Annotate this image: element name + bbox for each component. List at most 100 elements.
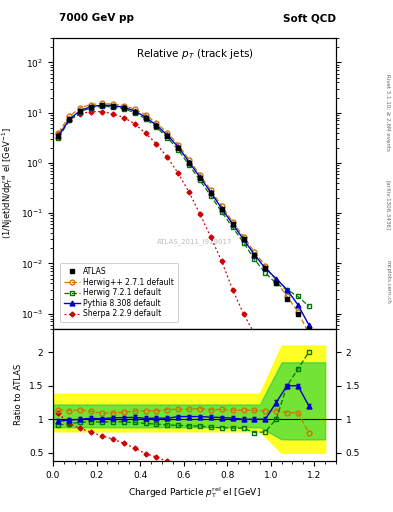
Herwig++ 2.7.1 default xyxy=(132,106,137,112)
Pythia 8.308 default xyxy=(67,116,72,122)
Sherpa 2.2.9 default xyxy=(132,121,137,127)
Text: Relative $p_{T}$ (track jets): Relative $p_{T}$ (track jets) xyxy=(136,47,253,61)
Pythia 8.308 default xyxy=(285,287,289,293)
Text: Soft QCD: Soft QCD xyxy=(283,13,336,23)
Herwig++ 2.7.1 default xyxy=(241,233,246,240)
Herwig++ 2.7.1 default xyxy=(307,331,311,337)
Herwig 7.2.1 default xyxy=(263,270,268,276)
Text: 7000 GeV pp: 7000 GeV pp xyxy=(59,13,134,23)
Herwig++ 2.7.1 default xyxy=(56,130,61,136)
Sherpa 2.2.9 default xyxy=(219,258,224,264)
Pythia 8.308 default xyxy=(263,265,268,271)
Pythia 8.308 default xyxy=(143,114,148,120)
Herwig 7.2.1 default xyxy=(165,135,170,141)
Herwig++ 2.7.1 default xyxy=(110,101,115,107)
Herwig 7.2.1 default xyxy=(209,193,213,199)
X-axis label: Charged Particle $p^{\rm rel}_{\rm T}$ el [GeV]: Charged Particle $p^{\rm rel}_{\rm T}$ e… xyxy=(128,485,261,500)
Herwig 7.2.1 default xyxy=(67,117,72,123)
Pythia 8.308 default xyxy=(219,205,224,211)
Herwig 7.2.1 default xyxy=(121,105,126,112)
Pythia 8.308 default xyxy=(89,103,94,110)
Sherpa 2.2.9 default xyxy=(198,211,202,217)
Pythia 8.308 default xyxy=(154,122,159,129)
Line: Sherpa 2.2.9 default: Sherpa 2.2.9 default xyxy=(57,110,310,457)
Sherpa 2.2.9 default xyxy=(143,130,148,136)
Sherpa 2.2.9 default xyxy=(154,141,159,147)
Herwig 7.2.1 default xyxy=(285,287,289,293)
Pythia 8.308 default xyxy=(121,104,126,110)
Herwig++ 2.7.1 default xyxy=(176,142,180,148)
Herwig++ 2.7.1 default xyxy=(209,187,213,194)
Herwig++ 2.7.1 default xyxy=(285,293,289,300)
Herwig++ 2.7.1 default xyxy=(143,112,148,118)
Herwig++ 2.7.1 default xyxy=(100,100,105,106)
Legend: ATLAS, Herwig++ 2.7.1 default, Herwig 7.2.1 default, Pythia 8.308 default, Sherp: ATLAS, Herwig++ 2.7.1 default, Herwig 7.… xyxy=(60,263,178,322)
Herwig++ 2.7.1 default xyxy=(252,249,257,255)
Sherpa 2.2.9 default xyxy=(165,154,170,160)
Herwig++ 2.7.1 default xyxy=(187,157,191,163)
Herwig++ 2.7.1 default xyxy=(67,113,72,119)
Pythia 8.308 default xyxy=(252,251,257,258)
Pythia 8.308 default xyxy=(132,108,137,114)
Herwig 7.2.1 default xyxy=(154,124,159,131)
Sherpa 2.2.9 default xyxy=(121,115,126,121)
Herwig++ 2.7.1 default xyxy=(154,120,159,126)
Y-axis label: Ratio to ATLAS: Ratio to ATLAS xyxy=(15,364,24,425)
Sherpa 2.2.9 default xyxy=(285,402,289,409)
Herwig 7.2.1 default xyxy=(274,281,279,287)
Herwig++ 2.7.1 default xyxy=(274,278,279,284)
Herwig 7.2.1 default xyxy=(252,257,257,263)
Sherpa 2.2.9 default xyxy=(67,117,72,123)
Pythia 8.308 default xyxy=(274,275,279,282)
Text: ATLAS_2011_I919017: ATLAS_2011_I919017 xyxy=(157,238,232,245)
Herwig 7.2.1 default xyxy=(241,240,246,246)
Herwig 7.2.1 default xyxy=(219,209,224,215)
Sherpa 2.2.9 default xyxy=(241,311,246,317)
Pythia 8.308 default xyxy=(110,102,115,109)
Herwig++ 2.7.1 default xyxy=(165,130,170,136)
Herwig++ 2.7.1 default xyxy=(219,203,224,209)
Text: [arXiv:1306.3436]: [arXiv:1306.3436] xyxy=(385,180,390,230)
Herwig++ 2.7.1 default xyxy=(263,263,268,269)
Sherpa 2.2.9 default xyxy=(230,287,235,293)
Herwig 7.2.1 default xyxy=(78,109,83,115)
Sherpa 2.2.9 default xyxy=(252,331,257,337)
Line: Herwig 7.2.1 default: Herwig 7.2.1 default xyxy=(56,104,311,309)
Pythia 8.308 default xyxy=(187,159,191,165)
Pythia 8.308 default xyxy=(165,132,170,138)
Herwig 7.2.1 default xyxy=(89,104,94,111)
Pythia 8.308 default xyxy=(100,102,105,108)
Sherpa 2.2.9 default xyxy=(110,111,115,117)
Pythia 8.308 default xyxy=(78,108,83,114)
Herwig++ 2.7.1 default xyxy=(89,101,94,108)
Herwig++ 2.7.1 default xyxy=(230,219,235,225)
Pythia 8.308 default xyxy=(307,322,311,328)
Text: Rivet 3.1.10; ≥ 2.6M events: Rivet 3.1.10; ≥ 2.6M events xyxy=(385,74,390,151)
Herwig 7.2.1 default xyxy=(296,293,300,300)
Pythia 8.308 default xyxy=(296,302,300,308)
Herwig 7.2.1 default xyxy=(176,147,180,153)
Sherpa 2.2.9 default xyxy=(296,431,300,437)
Y-axis label: (1/Njet)dN/dp$^{\rm rel}_{\rm T}$ el [GeV$^{-1}$]: (1/Njet)dN/dp$^{\rm rel}_{\rm T}$ el [Ge… xyxy=(0,128,15,240)
Herwig 7.2.1 default xyxy=(100,103,105,110)
Pythia 8.308 default xyxy=(176,144,180,150)
Pythia 8.308 default xyxy=(209,189,213,196)
Sherpa 2.2.9 default xyxy=(209,234,213,241)
Herwig++ 2.7.1 default xyxy=(198,172,202,178)
Herwig++ 2.7.1 default xyxy=(296,309,300,315)
Herwig 7.2.1 default xyxy=(110,104,115,110)
Herwig 7.2.1 default xyxy=(143,116,148,122)
Sherpa 2.2.9 default xyxy=(187,189,191,196)
Sherpa 2.2.9 default xyxy=(78,111,83,117)
Herwig++ 2.7.1 default xyxy=(78,104,83,111)
Pythia 8.308 default xyxy=(230,221,235,227)
Sherpa 2.2.9 default xyxy=(307,453,311,459)
Sherpa 2.2.9 default xyxy=(274,381,279,387)
Sherpa 2.2.9 default xyxy=(100,109,105,115)
Herwig 7.2.1 default xyxy=(132,110,137,116)
Herwig 7.2.1 default xyxy=(56,135,61,141)
Sherpa 2.2.9 default xyxy=(176,170,180,177)
Herwig++ 2.7.1 default xyxy=(121,102,126,109)
Herwig 7.2.1 default xyxy=(307,303,311,309)
Line: Pythia 8.308 default: Pythia 8.308 default xyxy=(56,103,311,327)
